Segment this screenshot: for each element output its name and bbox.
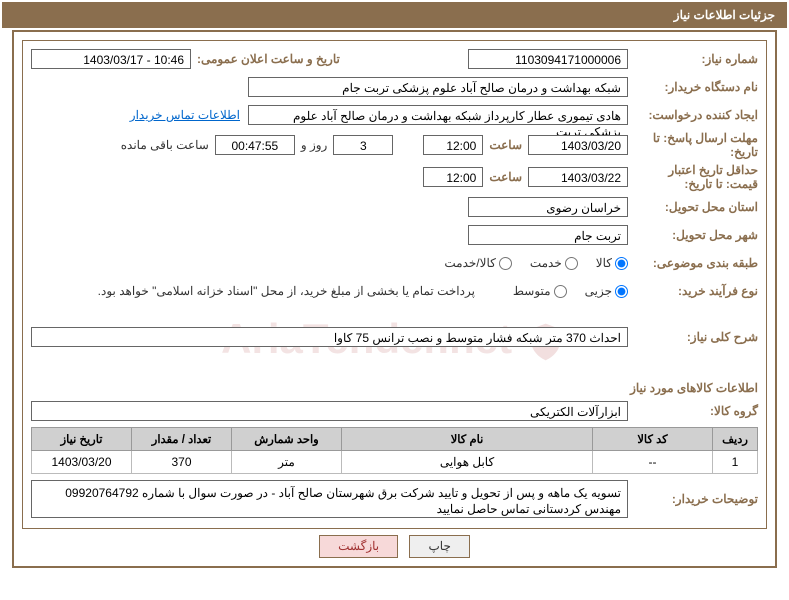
validity-time-field: 12:00	[423, 167, 483, 187]
cat-both-option[interactable]: کالا/خدمت	[444, 256, 511, 270]
contact-link[interactable]: اطلاعات تماس خریدار	[130, 108, 240, 122]
col-qty: تعداد / مقدار	[132, 428, 232, 451]
buyer-label: نام دستگاه خریدار:	[628, 80, 758, 94]
col-name: نام کالا	[342, 428, 593, 451]
province-field: خراسان رضوی	[468, 197, 628, 217]
proc-partial-option[interactable]: جزیی	[585, 284, 628, 298]
buyer-note-field: تسویه یک ماهه و پس از تحویل و تایید شرکت…	[31, 480, 628, 518]
proc-medium-option[interactable]: متوسط	[513, 284, 567, 298]
buyer-note-label: توضیحات خریدار:	[628, 492, 758, 506]
col-code: کد کالا	[593, 428, 713, 451]
print-button[interactable]: چاپ	[409, 535, 469, 558]
form-frame: شماره نیاز: 1103094171000006 تاریخ و ساع…	[22, 40, 767, 529]
deadline-time-field: 12:00	[423, 135, 483, 155]
buyer-field: شبکه بهداشت و درمان صالح آباد علوم پزشکی…	[248, 77, 628, 97]
row-creator: ایجاد کننده درخواست: هادی تیموری عطار کا…	[31, 103, 758, 127]
row-description: شرح کلی نیاز: احداث 370 متر شبکه فشار مت…	[31, 325, 758, 349]
table-header-row: ردیف کد کالا نام کالا واحد شمارش تعداد /…	[32, 428, 758, 451]
days-field: 3	[333, 135, 393, 155]
cat-goods-option[interactable]: کالا	[596, 256, 628, 270]
cell-row: 1	[713, 451, 758, 474]
items-table: ردیف کد کالا نام کالا واحد شمارش تعداد /…	[31, 427, 758, 474]
group-field: ابزارآلات الکتریکی	[31, 401, 628, 421]
remaining-word: ساعت باقی مانده	[115, 138, 215, 152]
payment-note: پرداخت تمام یا بخشی از مبلغ خرید، از محل…	[98, 284, 475, 298]
time-word-2: ساعت	[483, 170, 528, 184]
city-label: شهر محل تحویل:	[628, 228, 758, 242]
row-buyer-note: توضیحات خریدار: تسویه یک ماهه و پس از تح…	[31, 480, 758, 518]
row-deadline: مهلت ارسال پاسخ: تا تاریخ: 1403/03/20 سا…	[31, 131, 758, 159]
need-no-field: 1103094171000006	[468, 49, 628, 69]
items-title: اطلاعات کالاهای مورد نیاز	[31, 381, 758, 395]
cell-unit: متر	[232, 451, 342, 474]
col-unit: واحد شمارش	[232, 428, 342, 451]
category-label: طبقه بندی موضوعی:	[628, 256, 758, 270]
creator-label: ایجاد کننده درخواست:	[628, 108, 758, 122]
days-word: روز و	[295, 138, 334, 152]
proc-medium-radio[interactable]	[554, 285, 567, 298]
row-validity: حداقل تاریخ اعتبار قیمت: تا تاریخ: 1403/…	[31, 163, 758, 191]
row-category: طبقه بندی موضوعی: کالا خدمت کالا/خدمت	[31, 251, 758, 275]
row-buyer: نام دستگاه خریدار: شبکه بهداشت و درمان ص…	[31, 75, 758, 99]
deadline-label: مهلت ارسال پاسخ: تا تاریخ:	[628, 131, 758, 159]
need-no-label: شماره نیاز:	[628, 52, 758, 66]
back-button[interactable]: بازگشت	[319, 535, 398, 558]
announce-label: تاریخ و ساعت اعلان عمومی:	[191, 52, 346, 66]
row-process: نوع فرآیند خرید: جزیی متوسط پرداخت تمام …	[31, 279, 758, 303]
watermark-area: AriaTender.net شرح کلی نیاز: احداث 370 م…	[31, 325, 758, 375]
col-row: ردیف	[713, 428, 758, 451]
cat-both-radio[interactable]	[499, 257, 512, 270]
cat-service-radio[interactable]	[565, 257, 578, 270]
desc-field: احداث 370 متر شبکه فشار متوسط و نصب تران…	[31, 327, 628, 347]
announce-field: 10:46 - 1403/03/17	[31, 49, 191, 69]
proc-partial-radio[interactable]	[615, 285, 628, 298]
validity-date-field: 1403/03/22	[528, 167, 628, 187]
row-city: شهر محل تحویل: تربت جام	[31, 223, 758, 247]
desc-label: شرح کلی نیاز:	[628, 330, 758, 344]
row-group: گروه کالا: ابزارآلات الکتریکی	[31, 399, 758, 423]
deadline-date-field: 1403/03/20	[528, 135, 628, 155]
row-need-no: شماره نیاز: 1103094171000006 تاریخ و ساع…	[31, 47, 758, 71]
creator-field: هادی تیموری عطار کارپرداز شبکه بهداشت و …	[248, 105, 628, 125]
cell-name: کابل هوایی	[342, 451, 593, 474]
city-field: تربت جام	[468, 225, 628, 245]
cell-code: --	[593, 451, 713, 474]
province-label: استان محل تحویل:	[628, 200, 758, 214]
button-row: چاپ بازگشت	[22, 535, 767, 558]
page-title: جزئیات اطلاعات نیاز	[674, 8, 775, 22]
process-label: نوع فرآیند خرید:	[628, 284, 758, 298]
validity-label: حداقل تاریخ اعتبار قیمت: تا تاریخ:	[628, 163, 758, 191]
col-date: تاریخ نیاز	[32, 428, 132, 451]
row-province: استان محل تحویل: خراسان رضوی	[31, 195, 758, 219]
countdown-field: 00:47:55	[215, 135, 295, 155]
cell-qty: 370	[132, 451, 232, 474]
page-header: جزئیات اطلاعات نیاز	[2, 2, 787, 28]
cat-service-option[interactable]: خدمت	[530, 256, 578, 270]
time-word-1: ساعت	[483, 138, 528, 152]
cell-date: 1403/03/20	[32, 451, 132, 474]
group-label: گروه کالا:	[628, 404, 758, 418]
main-frame: شماره نیاز: 1103094171000006 تاریخ و ساع…	[12, 30, 777, 568]
cat-goods-radio[interactable]	[615, 257, 628, 270]
table-row: 1 -- کابل هوایی متر 370 1403/03/20	[32, 451, 758, 474]
